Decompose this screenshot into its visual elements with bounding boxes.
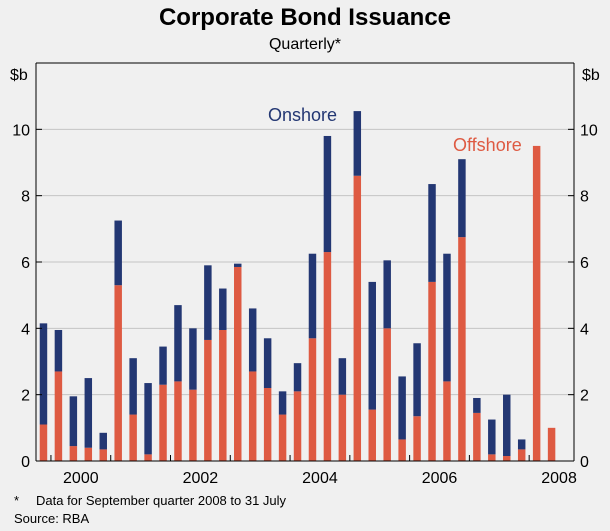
bar-offshore — [338, 394, 347, 461]
bar-offshore — [323, 252, 332, 461]
bar-onshore — [248, 308, 257, 372]
bar-onshore — [189, 328, 197, 390]
bar-offshore — [503, 456, 511, 461]
bar-offshore — [69, 446, 78, 461]
bar-offshore — [278, 414, 287, 461]
bar-offshore — [308, 338, 317, 461]
y-tick-label-right: 2 — [580, 388, 589, 405]
bar-onshore — [263, 338, 272, 389]
bar-offshore — [189, 389, 197, 461]
bar-offshore — [204, 339, 212, 461]
bar-onshore — [174, 305, 182, 382]
bar-offshore — [39, 424, 48, 461]
chart-title: Corporate Bond Issuance — [158, 4, 452, 31]
bar-offshore — [174, 381, 182, 461]
y-tick-label-left: 2 — [21, 388, 30, 405]
bar-onshore — [204, 265, 212, 340]
y-tick-label-left: 10 — [12, 122, 30, 139]
bar-offshore — [144, 454, 152, 461]
x-tick-label: 2002 — [183, 470, 219, 487]
bar-offshore — [517, 449, 526, 461]
bar-onshore — [84, 378, 93, 448]
bar-offshore — [234, 266, 242, 461]
bar-offshore — [54, 371, 63, 461]
bar-onshore — [278, 391, 287, 415]
bar-onshore — [488, 419, 496, 455]
bar-onshore — [368, 281, 376, 410]
y-tick-label-left: 0 — [21, 454, 30, 471]
bar-onshore — [234, 263, 242, 267]
bar-onshore — [473, 397, 481, 413]
footnote-marker: * — [14, 493, 20, 508]
bar-onshore — [413, 343, 421, 417]
y-tick-label-left: 8 — [21, 189, 30, 206]
bar-offshore — [219, 329, 227, 461]
footnote-text: Data for September quarter 2008 to 31 Ju… — [36, 493, 287, 508]
series-label-onshore: Onshore — [268, 105, 337, 125]
bar-offshore — [159, 384, 167, 461]
y-tick-label-right: 4 — [580, 321, 589, 338]
bar-onshore — [503, 394, 511, 457]
bar-onshore — [69, 396, 78, 447]
chart-subtitle: Quarterly* — [268, 36, 342, 53]
x-tick-label: 2004 — [302, 470, 338, 487]
series-label-offshore: Offshore — [453, 135, 522, 155]
y-tick-label-right: 6 — [580, 255, 589, 272]
bar-offshore — [129, 414, 137, 461]
y-tick-label-left: 4 — [21, 321, 30, 338]
bar-offshore — [353, 175, 362, 461]
bar-onshore — [458, 159, 466, 238]
bar-onshore — [114, 220, 122, 286]
bar-offshore — [428, 281, 436, 461]
y-tick-label-right: 8 — [580, 189, 589, 206]
bar-onshore — [338, 358, 347, 395]
bar-onshore — [323, 135, 332, 253]
bar-onshore — [443, 253, 451, 382]
bar-offshore — [488, 454, 496, 461]
bar-offshore — [458, 237, 466, 461]
x-tick-label: 2006 — [422, 470, 458, 487]
bar-offshore — [547, 427, 556, 461]
bar-onshore — [383, 260, 391, 329]
bar-offshore — [532, 145, 541, 461]
bar-offshore — [368, 409, 376, 461]
bar-offshore — [443, 381, 451, 461]
bar-onshore — [39, 323, 48, 425]
bar-offshore — [413, 416, 421, 461]
bar-onshore — [398, 376, 406, 440]
x-tick-label: 2008 — [541, 470, 577, 487]
bar-offshore — [383, 328, 391, 461]
bar-offshore — [398, 439, 406, 461]
source-note: Source: RBA — [14, 511, 90, 526]
y-tick-label-right: 10 — [580, 122, 598, 139]
bar-offshore — [263, 388, 272, 461]
bar-onshore — [159, 346, 167, 385]
y-axis-label-right: $b — [582, 67, 600, 84]
bar-onshore — [129, 358, 137, 415]
bar-onshore — [144, 383, 152, 455]
bar-offshore — [99, 449, 107, 461]
bar-onshore — [428, 184, 436, 282]
footnote: * Data for September quarter 2008 to 31 J… — [14, 493, 286, 508]
bar-onshore — [219, 288, 227, 330]
bar-onshore — [54, 329, 63, 372]
bar-offshore — [84, 447, 93, 461]
bar-offshore — [293, 391, 302, 461]
bar-onshore — [353, 111, 362, 176]
bar-onshore — [99, 432, 107, 450]
y-tick-label-right: 0 — [580, 454, 589, 471]
bar-offshore — [248, 371, 257, 461]
y-tick-label-left: 6 — [21, 255, 30, 272]
bar-onshore — [308, 253, 317, 339]
bar-onshore — [517, 439, 526, 450]
x-tick-label: 2000 — [63, 470, 99, 487]
bar-offshore — [114, 285, 122, 461]
bar-offshore — [473, 412, 481, 461]
bar-onshore — [293, 363, 302, 392]
y-axis-label-left: $b — [10, 67, 28, 84]
